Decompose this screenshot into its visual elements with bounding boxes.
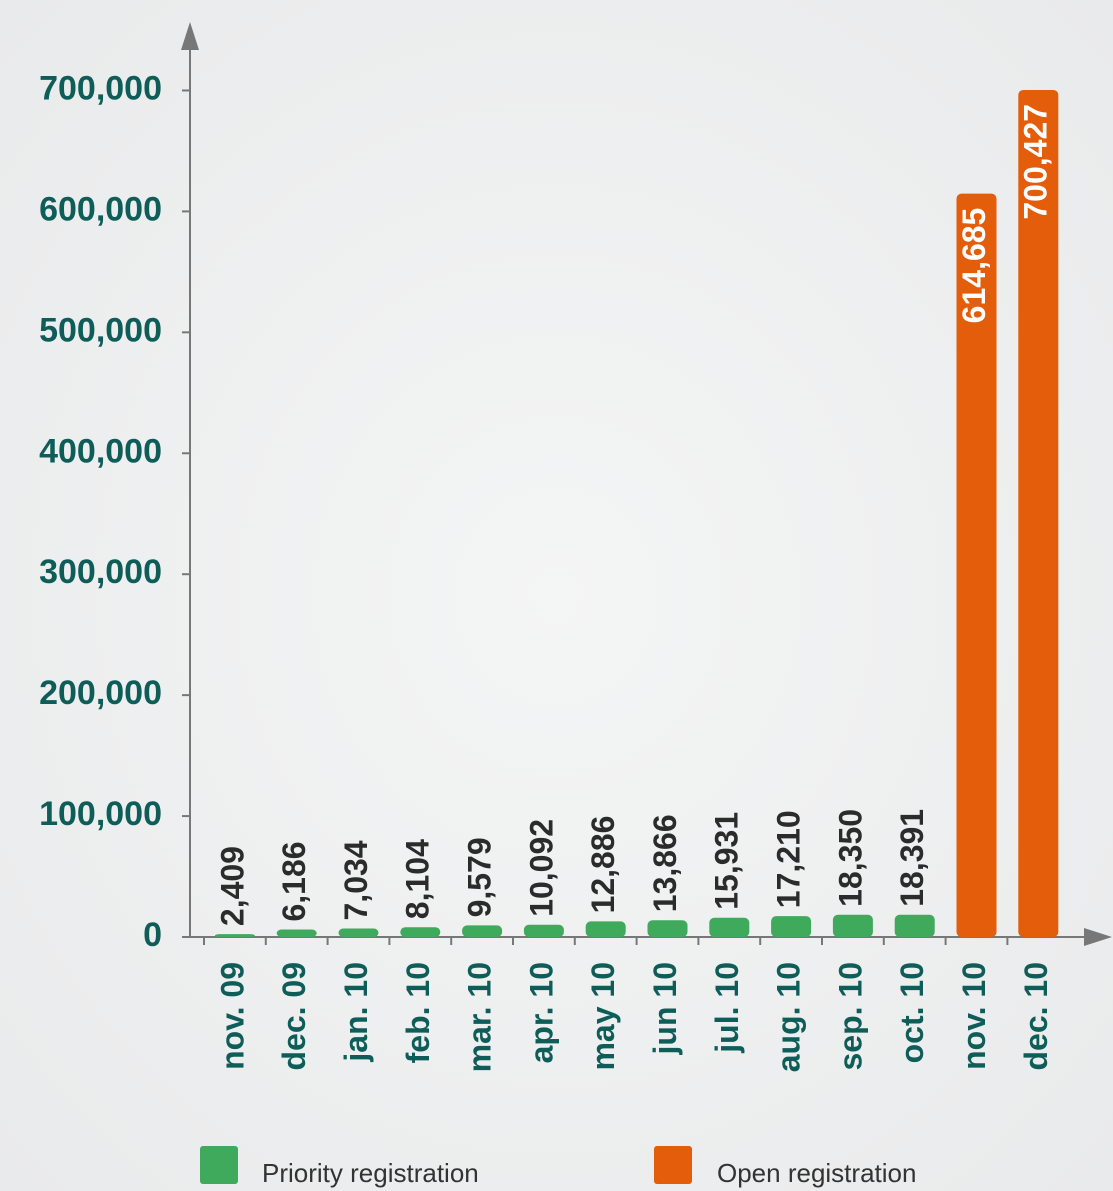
y-tick-label: 300,000 bbox=[39, 553, 162, 591]
y-tick-label: 500,000 bbox=[39, 311, 162, 349]
bar bbox=[647, 920, 688, 937]
value-label: 17,210 bbox=[771, 810, 807, 908]
value-label: 6,186 bbox=[276, 841, 312, 921]
x-tick-label: nov. 10 bbox=[956, 962, 992, 1070]
x-tick-label: dec. 10 bbox=[1018, 962, 1054, 1071]
value-label: 8,104 bbox=[400, 839, 436, 919]
x-tick-label: feb. 10 bbox=[400, 962, 436, 1063]
value-label: 9,579 bbox=[462, 837, 498, 917]
bar bbox=[400, 927, 441, 937]
x-axis-arrow bbox=[1084, 928, 1112, 946]
x-tick-label: may 10 bbox=[585, 962, 621, 1071]
value-label: 13,866 bbox=[647, 814, 683, 912]
value-label: 12,886 bbox=[585, 816, 621, 914]
value-label: 614,685 bbox=[956, 208, 992, 324]
y-tick-label: 600,000 bbox=[39, 190, 162, 228]
legend-swatch bbox=[654, 1146, 692, 1184]
bar bbox=[894, 914, 935, 937]
bar bbox=[1018, 89, 1059, 938]
y-tick-label: 0 bbox=[143, 916, 162, 954]
value-label: 10,092 bbox=[523, 819, 559, 917]
x-tick-label: nov. 09 bbox=[214, 962, 250, 1070]
x-tick-label: jun 10 bbox=[647, 962, 683, 1055]
bar bbox=[338, 928, 379, 937]
legend-swatch bbox=[200, 1146, 238, 1184]
value-label: 15,931 bbox=[709, 812, 745, 910]
x-tick-label: sep. 10 bbox=[832, 962, 868, 1071]
x-tick-label: jul. 10 bbox=[709, 962, 745, 1054]
bar bbox=[832, 914, 873, 937]
bar bbox=[523, 924, 564, 937]
y-tick-label: 100,000 bbox=[39, 795, 162, 833]
y-tick-label: 700,000 bbox=[39, 69, 162, 107]
value-label: 18,350 bbox=[832, 809, 868, 907]
value-label: 7,034 bbox=[338, 840, 374, 920]
x-tick-label: apr. 10 bbox=[523, 962, 559, 1063]
bar bbox=[214, 934, 255, 937]
bar bbox=[771, 916, 812, 937]
y-tick-label: 400,000 bbox=[39, 432, 162, 470]
bar bbox=[585, 921, 626, 937]
legend-label: Open registration bbox=[717, 1158, 916, 1188]
bar bbox=[462, 925, 503, 937]
y-axis-arrow bbox=[181, 22, 199, 50]
value-label: 700,427 bbox=[1018, 104, 1054, 220]
bar bbox=[956, 193, 997, 938]
bar bbox=[709, 917, 750, 937]
y-tick-label: 200,000 bbox=[39, 674, 162, 712]
bar bbox=[276, 929, 317, 937]
value-label: 18,391 bbox=[894, 809, 930, 907]
legend-label: Priority registration bbox=[262, 1158, 479, 1188]
x-tick-label: aug. 10 bbox=[771, 962, 807, 1072]
x-tick-label: dec. 09 bbox=[276, 962, 312, 1071]
x-tick-label: oct. 10 bbox=[894, 962, 930, 1063]
value-label: 2,409 bbox=[214, 846, 250, 926]
x-tick-label: jan. 10 bbox=[338, 962, 374, 1063]
x-tick-label: mar. 10 bbox=[462, 962, 498, 1072]
